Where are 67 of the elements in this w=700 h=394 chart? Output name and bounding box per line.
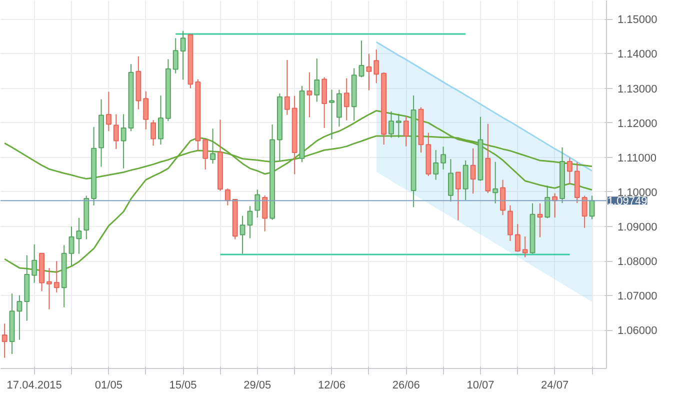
candlestick (358, 40, 364, 78)
candlestick (544, 185, 550, 219)
candlestick (180, 30, 186, 80)
candlestick (344, 78, 350, 121)
candlestick (247, 206, 253, 239)
candlestick (106, 91, 112, 132)
candlestick (507, 204, 513, 242)
x-tick-label: 12/06 (318, 380, 346, 392)
y-tick-label: 1.15000 (618, 14, 658, 26)
candlestick (396, 113, 402, 138)
x-tick-label: 29/05 (244, 380, 272, 392)
candlestick (374, 49, 380, 84)
y-tick-label: 1.12000 (618, 118, 658, 130)
candlestick (172, 38, 178, 74)
candlestick (462, 160, 468, 201)
y-tick-label: 1.08000 (618, 256, 658, 268)
y-tick-label: 1.14000 (618, 48, 658, 61)
x-tick-label: 26/06 (392, 380, 420, 392)
candlestick (76, 217, 82, 254)
line-series (376, 41, 593, 172)
candlestick (537, 202, 543, 238)
candlestick (522, 236, 528, 258)
x-tick-label: 24/07 (541, 380, 569, 392)
candlestick (500, 179, 506, 216)
y-tick-label: 1.06000 (618, 325, 658, 338)
candlestick (514, 224, 520, 252)
candlestick (566, 157, 572, 184)
candlestick (314, 58, 320, 102)
candlestick (329, 89, 334, 140)
candlestick (306, 72, 312, 118)
y-tick-label: 1.11000 (618, 152, 656, 164)
x-tick-label: 15/05 (169, 380, 197, 392)
candlestick (54, 260, 60, 293)
y-tick-label: 1.13000 (618, 83, 658, 96)
candlestick (224, 188, 230, 206)
candlestick (492, 161, 498, 204)
candlestick (262, 194, 268, 232)
x-tick-label: 10/07 (466, 380, 494, 392)
candlestick (143, 90, 149, 130)
candlestick (150, 120, 156, 146)
y-tick-label: 1.07000 (618, 290, 658, 303)
candlestick (68, 226, 74, 266)
candlestick (210, 128, 216, 164)
candlestick (455, 172, 461, 221)
candlestick (2, 323, 8, 358)
candlestick (32, 244, 38, 284)
candlestick (46, 267, 52, 310)
candlestick (403, 116, 409, 147)
x-tick-label: 01/05 (94, 380, 122, 392)
x-tick-label: 17.04.2015 (6, 380, 62, 392)
candlestick (120, 114, 126, 169)
candlestick (582, 195, 588, 228)
candlestick (388, 110, 394, 138)
candlestick (440, 146, 446, 170)
candlestick (284, 59, 290, 116)
candlestick (158, 95, 164, 146)
candlestick (470, 148, 476, 194)
candlestick (113, 114, 119, 150)
candlestick (448, 158, 454, 202)
candlestick (366, 53, 372, 91)
y-tick-label: 1.09000 (618, 221, 658, 234)
candlestick (16, 294, 22, 340)
candlestick (254, 189, 260, 218)
candlestick (240, 215, 246, 254)
candlestick (202, 139, 208, 170)
candlestick (336, 89, 342, 128)
candlestick (433, 150, 439, 180)
